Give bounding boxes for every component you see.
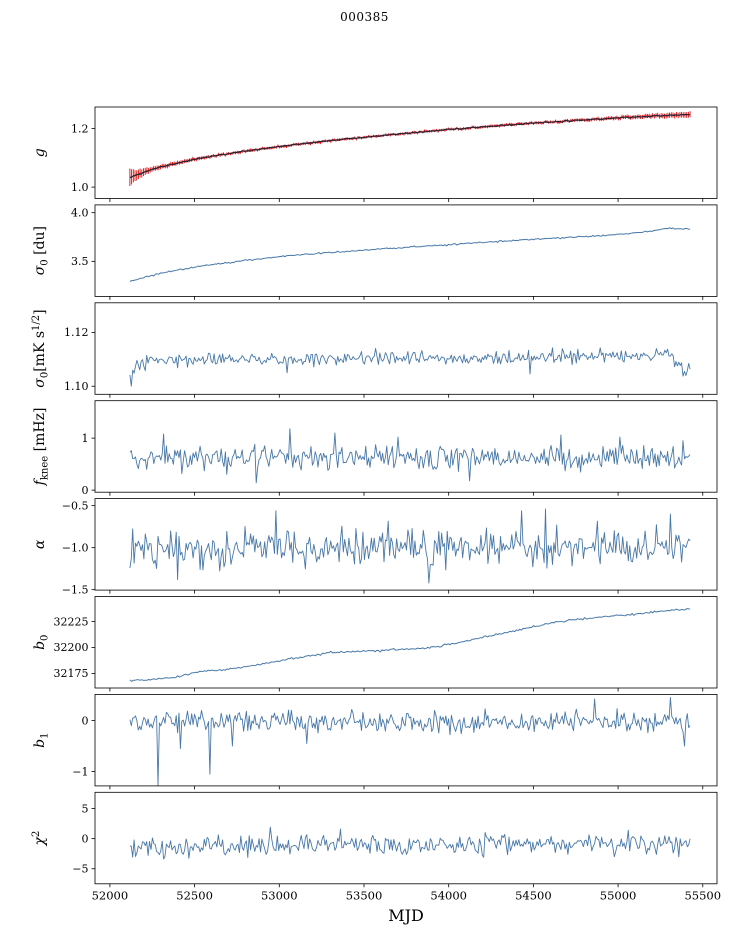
x-tick-label: 52000 (92, 888, 129, 902)
x-tick-label: 53000 (261, 888, 298, 902)
y-tick-label: 1.12 (64, 326, 89, 339)
y-axis-label-alpha: α (32, 539, 48, 549)
fknee-line (129, 428, 691, 484)
y-axis-label-sigma0-mks: σ0[mK s1/2] (31, 309, 51, 387)
y-tick-label: 1.0 (71, 181, 89, 194)
g-fit-line (129, 113, 691, 179)
x-tick-label: 54500 (515, 888, 552, 902)
x-tick-label: 54000 (430, 888, 467, 902)
y-axis-label-b0: b0 (32, 635, 51, 650)
y-tick-label: 0 (82, 832, 89, 845)
sigma0-du-line (129, 227, 691, 283)
y-tick-label: 1.10 (64, 380, 89, 393)
y-axis-label-sigma0-du: σ0 [du] (32, 226, 51, 275)
sigma0-mks-line (129, 347, 691, 387)
panel-sigma0-du (129, 227, 691, 283)
y-tick-label: 0 (82, 484, 89, 497)
panel-chi2 (129, 826, 691, 860)
b0-line (129, 608, 691, 682)
panel-g (129, 111, 691, 186)
panel-alpha (129, 508, 691, 584)
g-errorbar-errorbars (129, 111, 691, 186)
y-tick-label: 1.2 (71, 122, 89, 135)
panel-fknee-frame (94, 400, 718, 493)
y-tick-label: −1 (72, 765, 88, 778)
y-tick-label: 1 (82, 432, 89, 445)
g-errorbar-line (129, 113, 691, 178)
x-tick-label: 55500 (684, 888, 721, 902)
x-tick-label: 55000 (600, 888, 637, 902)
y-tick-label: 32175 (54, 667, 89, 680)
panel-b0 (129, 608, 691, 682)
panel-b1-frame (94, 694, 718, 787)
y-tick-label: 5 (82, 802, 89, 815)
y-axis-label-b1: b1 (32, 732, 51, 747)
y-tick-label: 4.0 (71, 206, 89, 219)
panel-sigma0-mks (129, 347, 691, 387)
panel-alpha-frame (94, 498, 718, 591)
x-tick-label: 52500 (176, 888, 213, 902)
alpha-line (129, 508, 691, 584)
y-tick-label: 3.5 (71, 255, 89, 268)
panel-b1 (129, 697, 691, 786)
panel-b0-frame (94, 596, 718, 689)
x-axis-label: MJD (388, 906, 424, 925)
y-tick-label: 32200 (54, 641, 89, 654)
y-tick-label: 32225 (54, 615, 89, 628)
y-axis-label-g: g (32, 148, 48, 157)
y-axis-label-fknee: fknee [mHz] (32, 408, 51, 487)
y-tick-label: −5 (72, 863, 88, 876)
panel-g-frame (94, 106, 718, 199)
panel-sigma0-mks-frame (94, 302, 718, 395)
panel-sigma0-du-frame (94, 204, 718, 297)
y-tick-label: 0 (82, 714, 89, 727)
b1-line (129, 697, 691, 786)
y-axis-label-chi2: χ2 (31, 831, 48, 847)
x-tick-label: 53500 (346, 888, 383, 902)
y-tick-label: −0.5 (62, 499, 89, 512)
y-tick-label: −1.5 (62, 583, 89, 596)
panel-chi2-frame (94, 791, 718, 885)
chi2-line (129, 826, 691, 860)
chart-title: 000385 (340, 10, 389, 24)
y-tick-label: −1.0 (62, 541, 89, 554)
panel-fknee (129, 428, 691, 484)
